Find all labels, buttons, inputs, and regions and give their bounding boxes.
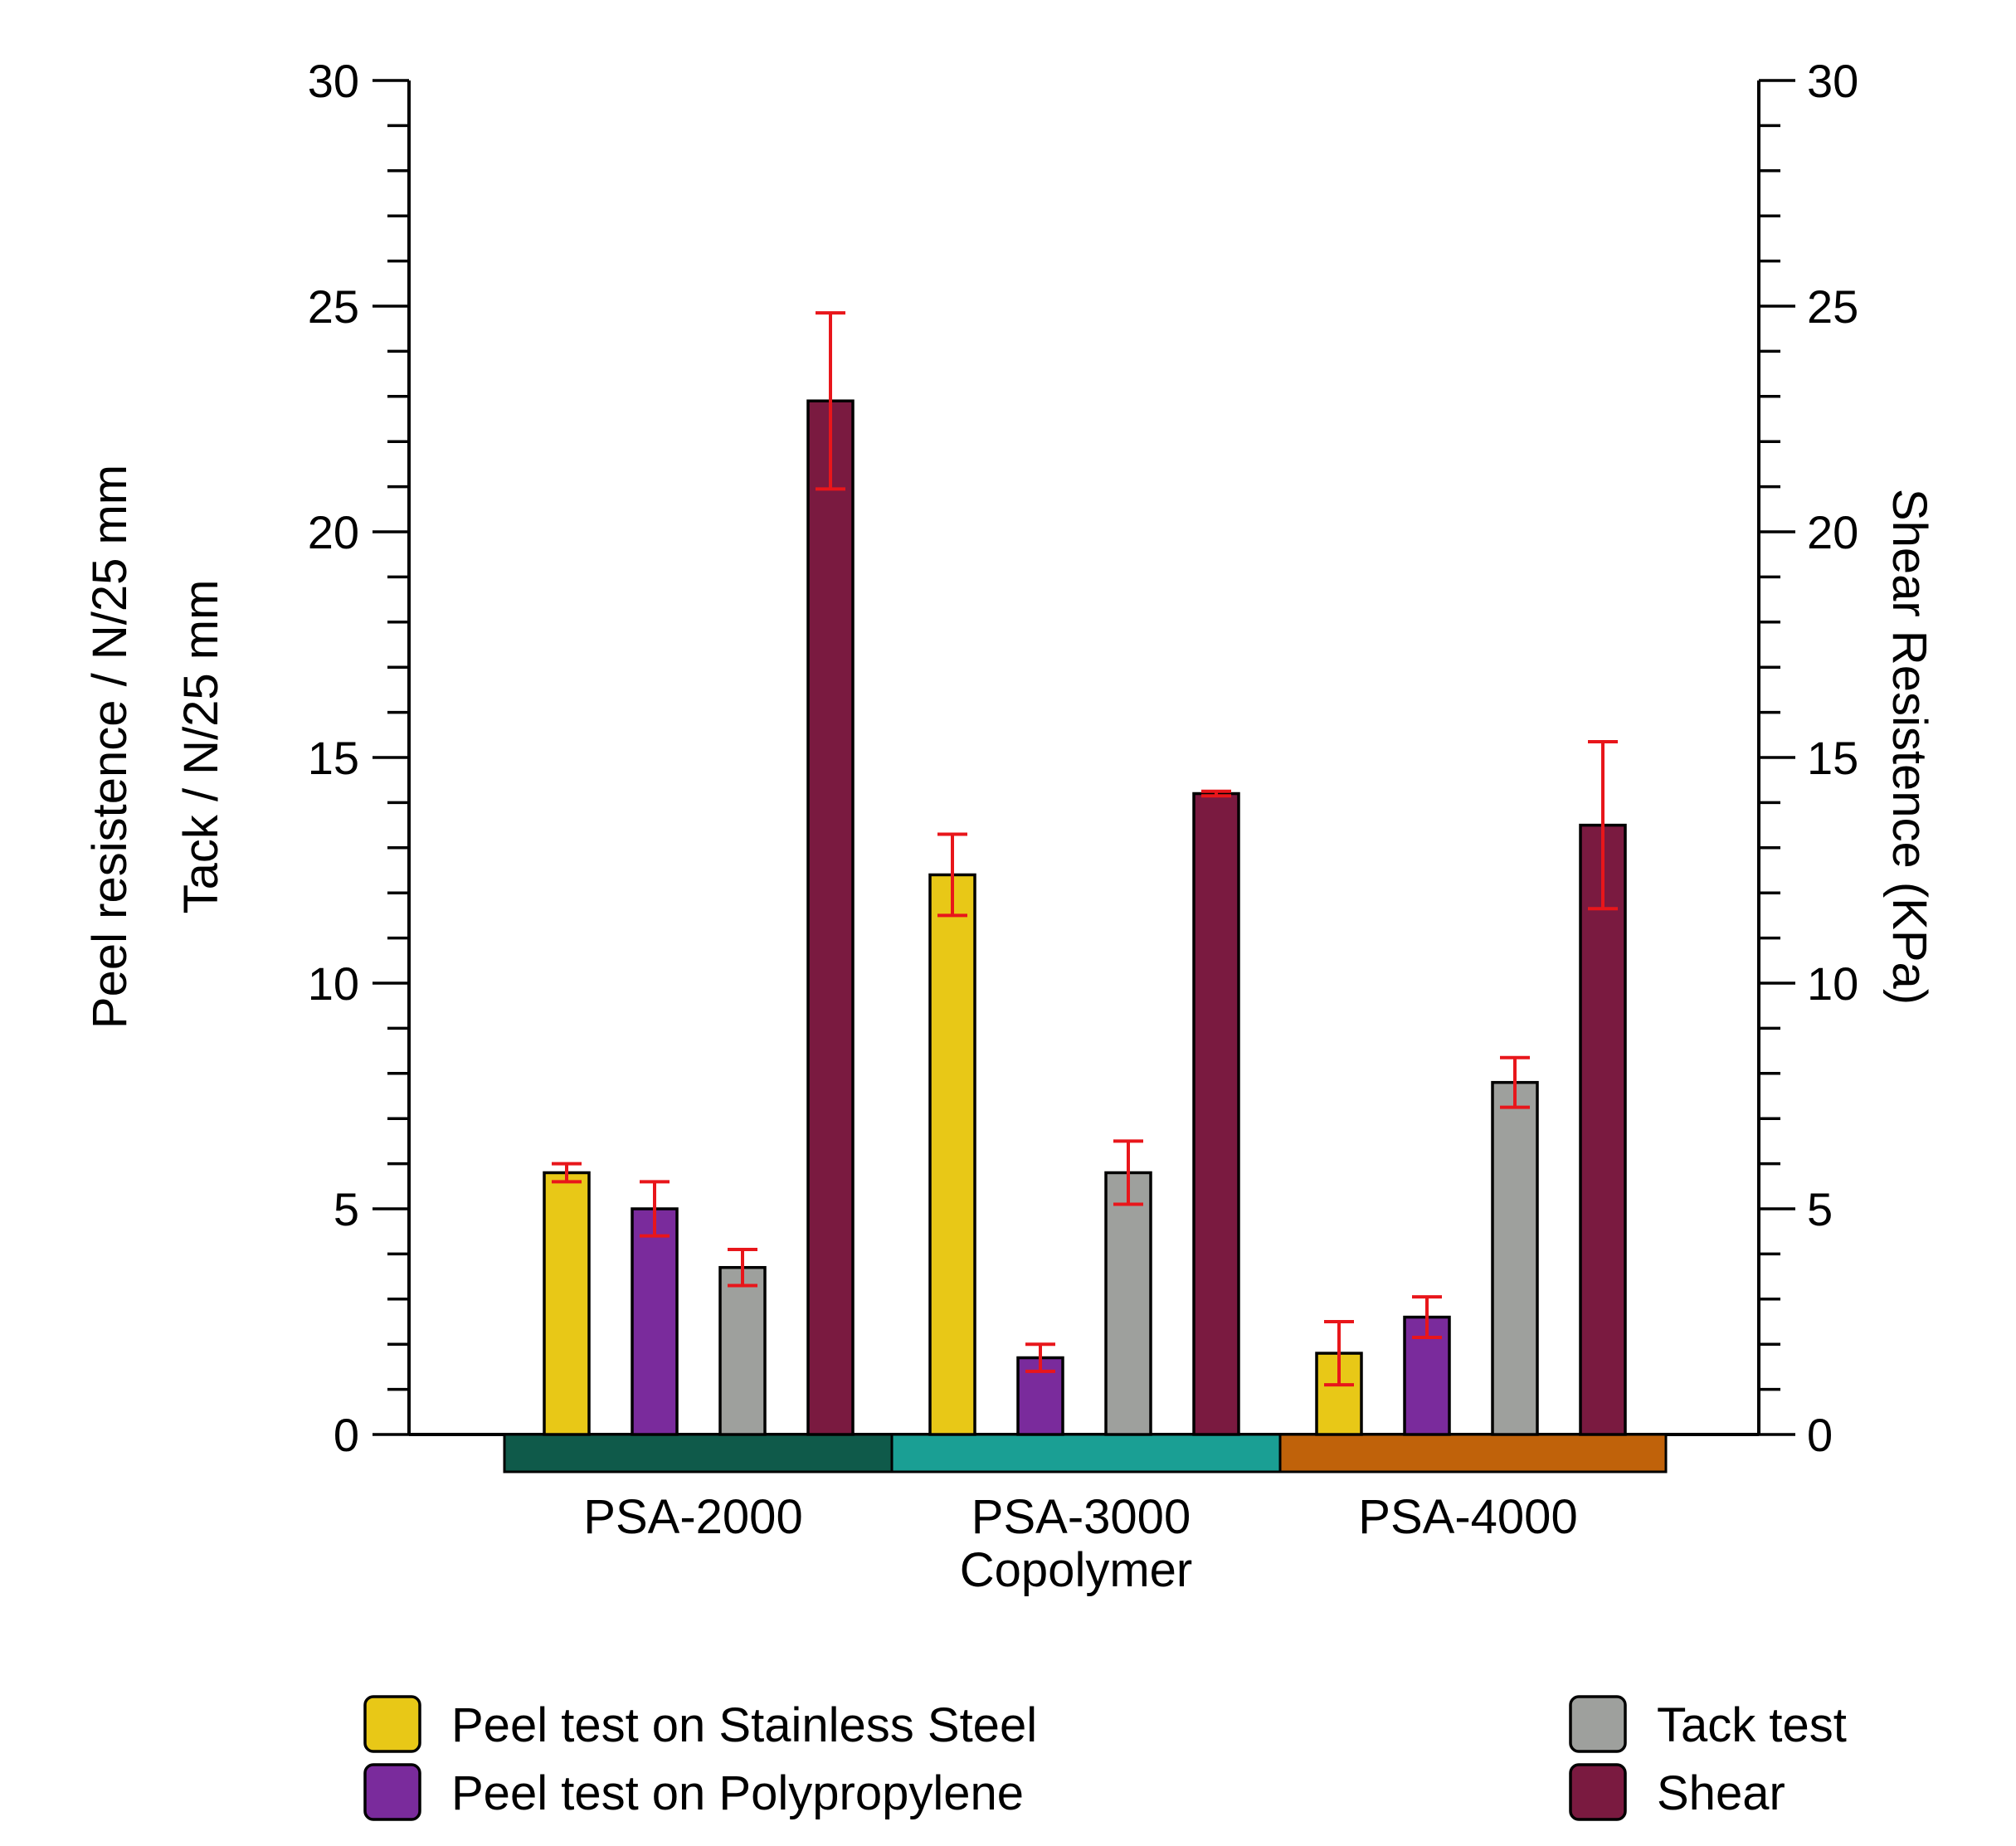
category-band xyxy=(890,1433,1282,1473)
legend-label: Peel test on Stainless Steel xyxy=(451,1698,1037,1752)
right-tick-label: 20 xyxy=(1807,506,1858,558)
left-tick-label: 10 xyxy=(308,957,359,1010)
bar xyxy=(718,1265,767,1436)
legend-label: Peel test on Polypropylene xyxy=(451,1766,1024,1820)
category-label: PSA-4000 xyxy=(1358,1490,1577,1544)
left-axis-title-line1: Peel resistence / N/25 mm xyxy=(83,465,137,1029)
left-tick-label: 15 xyxy=(308,732,359,784)
left-axis-title-line2: Tack / N/25 mm xyxy=(174,580,228,914)
legend-swatch xyxy=(1569,1695,1627,1753)
error-bars xyxy=(552,311,1618,1387)
category-label: PSA-2000 xyxy=(583,1490,802,1544)
category-band xyxy=(1278,1433,1668,1473)
legend-label: Shear xyxy=(1657,1766,1785,1820)
bar xyxy=(928,873,976,1436)
legend-swatch xyxy=(363,1695,421,1753)
x-axis-title: Copolymer xyxy=(960,1543,1192,1597)
left-tick-label: 0 xyxy=(334,1409,359,1461)
bar xyxy=(1491,1080,1539,1436)
left-tick-label: 25 xyxy=(308,280,359,333)
bar xyxy=(1104,1171,1152,1436)
category-strip: PSA-2000 PSA-3000 PSA-4000 xyxy=(503,1433,1668,1544)
bar xyxy=(631,1207,679,1436)
right-axis-ticks: 0 5 10 15 20 25 30 xyxy=(1759,55,1858,1461)
right-axis-title: Shear Resistence (KPa) xyxy=(1882,489,1936,1005)
left-tick-label: 5 xyxy=(334,1183,359,1235)
plot-frame xyxy=(407,80,1760,1436)
right-tick-label: 5 xyxy=(1807,1183,1833,1235)
right-tick-label: 10 xyxy=(1807,957,1858,1010)
bar xyxy=(1315,1352,1363,1436)
legend: Peel test on Stainless Steel Peel test on… xyxy=(363,1695,1847,1821)
right-tick-label: 30 xyxy=(1807,55,1858,107)
legend-swatch xyxy=(1569,1763,1627,1821)
right-tick-label: 15 xyxy=(1807,732,1858,784)
legend-swatch xyxy=(363,1763,421,1821)
bars xyxy=(543,399,1627,1436)
right-tick-label: 25 xyxy=(1807,280,1858,333)
bar xyxy=(1579,823,1627,1436)
bar xyxy=(543,1171,591,1436)
right-tick-label: 0 xyxy=(1807,1409,1833,1461)
bar xyxy=(1192,791,1240,1436)
bar xyxy=(806,399,855,1436)
category-band xyxy=(503,1433,894,1473)
legend-label: Tack test xyxy=(1657,1698,1847,1752)
left-tick-label: 30 xyxy=(308,55,359,107)
left-tick-label: 20 xyxy=(308,506,359,558)
left-axis-ticks: 0 5 10 15 20 25 30 xyxy=(308,55,409,1461)
category-label: PSA-3000 xyxy=(971,1490,1191,1544)
